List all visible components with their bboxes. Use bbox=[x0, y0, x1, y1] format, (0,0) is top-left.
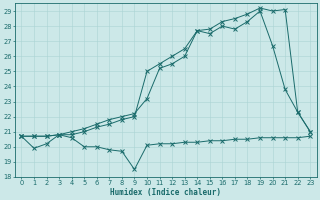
X-axis label: Humidex (Indice chaleur): Humidex (Indice chaleur) bbox=[110, 188, 221, 197]
